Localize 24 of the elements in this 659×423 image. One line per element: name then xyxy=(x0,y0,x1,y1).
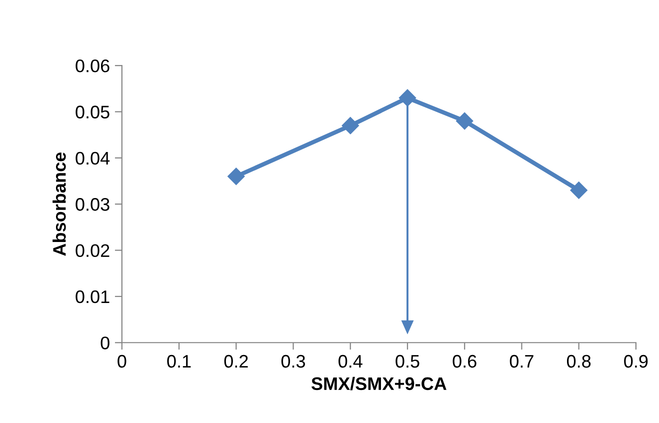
x-tick-label: 0 xyxy=(118,354,126,368)
y-tick-label: 0.04 xyxy=(76,152,110,165)
y-tick-label: 0.02 xyxy=(76,244,110,257)
point xyxy=(342,117,359,134)
y-tick-label: 0.05 xyxy=(76,106,110,118)
x-tick-label: 0.5 xyxy=(396,354,420,368)
point xyxy=(456,112,474,130)
x-tick-label: 0.8 xyxy=(566,354,591,368)
y-tick-label: 0.06 xyxy=(76,60,110,72)
x-tick-label: 0.3 xyxy=(281,354,306,368)
x-tick-label: 0.7 xyxy=(510,354,534,368)
x-tick-label: 0.6 xyxy=(452,354,476,368)
x-tick-label: 0.4 xyxy=(338,354,362,368)
y-tick-label: 0 xyxy=(100,336,110,350)
point xyxy=(398,89,416,106)
x-tick-label: 0.1 xyxy=(167,354,191,368)
point xyxy=(570,182,588,199)
point xyxy=(228,168,245,185)
x-tick-label: 0.2 xyxy=(224,354,248,368)
y-axis-title: Absorbance xyxy=(52,152,66,256)
x-tick-label: 0.9 xyxy=(624,354,648,368)
x-axis-title: SMX/SMX+9-CA xyxy=(311,376,446,390)
y-tick-label: 0.03 xyxy=(76,198,110,211)
y-tick-label: 0.01 xyxy=(76,290,110,304)
